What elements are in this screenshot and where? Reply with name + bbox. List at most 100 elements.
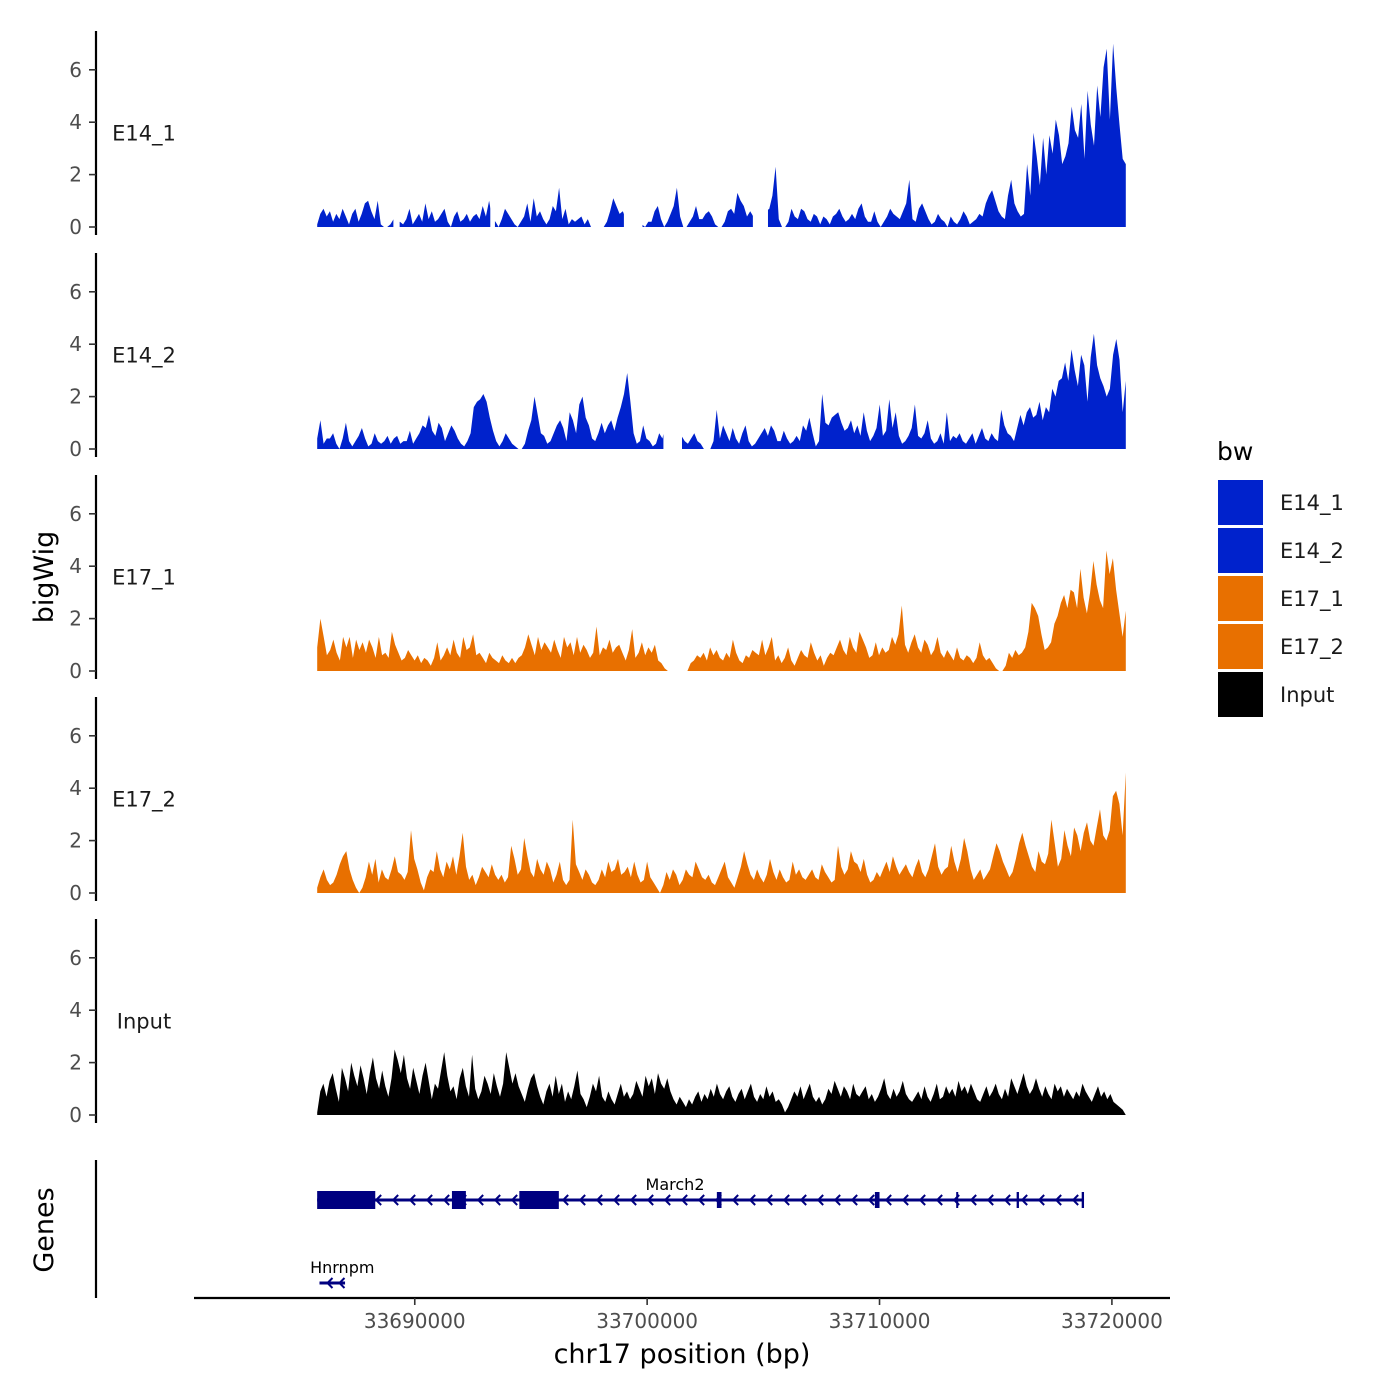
panel-label-E17_1: E17_1: [112, 566, 176, 591]
strand-arrow: [1020, 1194, 1028, 1206]
panel-Input: 0 2 4 6 Input: [69, 919, 1126, 1127]
legend-label-E14_2: E14_2: [1280, 539, 1344, 564]
legend-key-E14_2: [1218, 528, 1263, 573]
legend-label-E17_2: E17_2: [1280, 635, 1344, 660]
y-tick-label: 4: [69, 776, 82, 800]
strand-arrow: [338, 1277, 346, 1289]
strand-arrow: [612, 1194, 620, 1206]
legend-key-E17_1: [1218, 576, 1263, 621]
y-tick-label: 6: [69, 946, 82, 970]
strand-arrow: [867, 1194, 875, 1206]
y-tick-label: 4: [69, 554, 82, 578]
y-tick-label: 0: [69, 659, 82, 683]
x-axis: 33690000 33700000 33710000 33720000: [194, 1296, 1170, 1333]
area-E17_2: [317, 772, 1126, 893]
x-axis-title: chr17 position (bp): [554, 1339, 811, 1370]
y-tick-label: 6: [69, 280, 82, 304]
exon: [874, 1192, 880, 1208]
exon: [1016, 1192, 1019, 1208]
strand-arrow: [799, 1194, 807, 1206]
panel-label-E14_1: E14_1: [112, 122, 176, 147]
strand-arrow: [697, 1194, 705, 1206]
exon: [1081, 1192, 1085, 1208]
y-tick-label: 2: [69, 163, 82, 187]
panel-label-Input: Input: [117, 1010, 171, 1034]
strand-arrow: [646, 1194, 654, 1206]
y-tick-label: 0: [69, 881, 82, 905]
y-tick-label: 4: [69, 110, 82, 134]
gene-track: March2 Hnrnpm: [94, 1160, 1085, 1298]
legend: bw E14_1 E14_2 E17_1 E17_2 Input: [1217, 437, 1344, 717]
strand-arrow: [425, 1194, 433, 1206]
strand-arrow: [918, 1194, 926, 1206]
panel-E17_2: 0 2 4 6 E17_2: [69, 697, 1126, 905]
exon: [451, 1191, 466, 1209]
legend-label-E17_1: E17_1: [1280, 587, 1344, 612]
y-tick-label: 6: [69, 502, 82, 526]
y-tick-label: 6: [69, 58, 82, 82]
strand-arrow: [986, 1194, 994, 1206]
strand-arrow: [901, 1194, 909, 1206]
panel-E17_1: 0 2 4 6 E17_1: [69, 471, 1126, 683]
strand-arrow: [595, 1194, 603, 1206]
coverage-gap: [752, 27, 768, 228]
x-tick-label: 33690000: [364, 1309, 466, 1333]
coverage-gap: [670, 471, 685, 672]
strand-arrow: [884, 1194, 892, 1206]
gene-Hnrnpm: Hnrnpm: [310, 1258, 374, 1289]
strand-arrow: [374, 1194, 382, 1206]
exon: [716, 1192, 722, 1208]
strand-arrow: [1037, 1194, 1045, 1206]
strand-arrow: [1054, 1194, 1062, 1206]
strand-arrow: [1071, 1194, 1079, 1206]
y-tick-label: 6: [69, 724, 82, 748]
y-tick-label: 4: [69, 332, 82, 356]
coverage-gap: [623, 27, 643, 228]
y-axis-title: bigWig: [29, 531, 60, 624]
panel-label-E17_2: E17_2: [112, 788, 176, 813]
panel-E14_1: 0 2 4 6 E14_1: [69, 27, 1126, 239]
strand-arrow: [680, 1194, 688, 1206]
area-E14_2: [317, 333, 1126, 449]
legend-title: bw: [1217, 437, 1253, 466]
genes-axis-title: Genes: [29, 1187, 60, 1272]
strand-arrow: [969, 1194, 977, 1206]
y-tick-label: 0: [69, 437, 82, 461]
y-tick-label: 2: [69, 829, 82, 853]
strand-arrow: [476, 1194, 484, 1206]
area-E17_1: [317, 550, 1126, 671]
strand-arrow: [578, 1194, 586, 1206]
strand-arrow: [765, 1194, 773, 1206]
panel-E14_2: 0 2 4 6 E14_2: [69, 249, 1126, 461]
panel-label-E14_2: E14_2: [112, 344, 176, 369]
strand-arrow: [833, 1194, 841, 1206]
exon: [956, 1192, 959, 1208]
legend-key-E14_1: [1218, 480, 1263, 525]
strand-arrow: [629, 1194, 637, 1206]
x-tick-label: 33700000: [596, 1309, 698, 1333]
area-E14_1: [317, 43, 1126, 227]
gene-label-March2: March2: [646, 1175, 705, 1194]
strand-arrow: [850, 1194, 858, 1206]
strand-arrow: [935, 1194, 943, 1206]
coverage-gap: [393, 27, 400, 228]
y-tick-label: 2: [69, 607, 82, 631]
exon: [519, 1191, 559, 1209]
legend-key-E17_2: [1218, 624, 1263, 669]
gene-March2: March2: [317, 1175, 1085, 1209]
coverage-gap: [663, 249, 682, 450]
coverage-gap: [490, 27, 495, 228]
x-tick-label: 33710000: [829, 1309, 931, 1333]
y-tick-label: 0: [69, 215, 82, 239]
strand-arrow: [1003, 1194, 1011, 1206]
gene-label-Hnrnpm: Hnrnpm: [310, 1258, 374, 1277]
legend-key-Input: [1218, 672, 1263, 717]
strand-arrow: [782, 1194, 790, 1206]
legend-label-E14_1: E14_1: [1280, 491, 1344, 516]
strand-arrow: [391, 1194, 399, 1206]
strand-arrow: [408, 1194, 416, 1206]
track-panels: 0 2 4 6 E14_1 0 2 4 6 E14_2 0 2 4 6 E17_1 0 2 4 6 E17_2 0 2 4 6…: [69, 27, 1126, 1127]
strand-arrow: [442, 1194, 450, 1206]
strand-arrow: [663, 1194, 671, 1206]
